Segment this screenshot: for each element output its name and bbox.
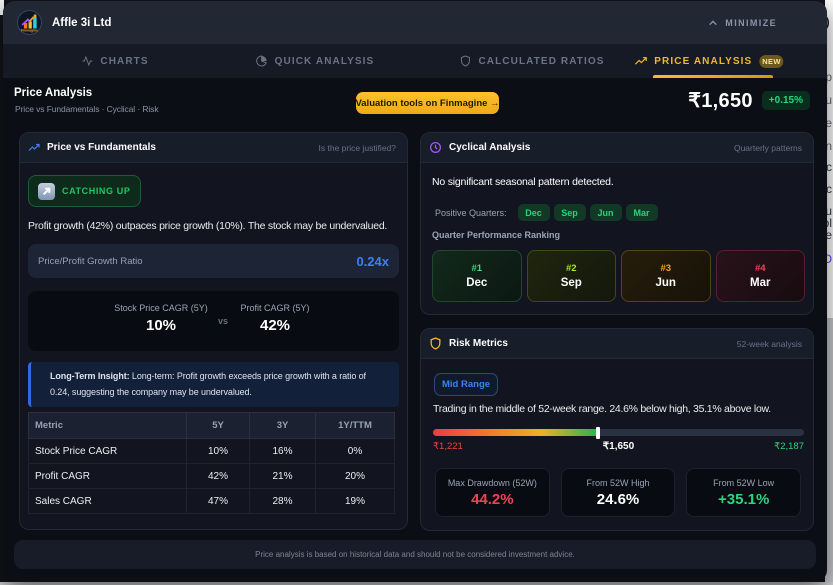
- svg-text:Finmagine: Finmagine: [21, 29, 38, 33]
